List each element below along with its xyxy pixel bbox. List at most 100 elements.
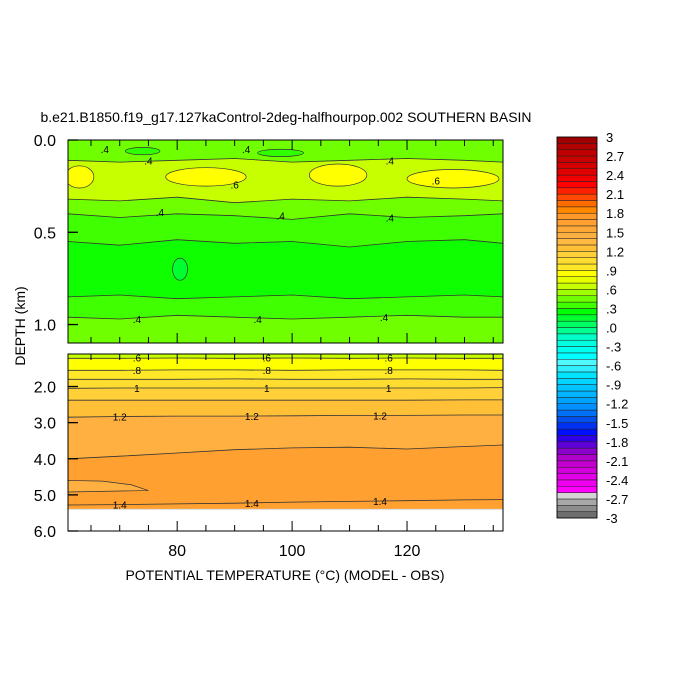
colorbar-box	[556, 232, 598, 239]
colorbar-box	[556, 346, 598, 354]
contour-label: .6	[263, 354, 272, 365]
colorbar-box	[556, 276, 598, 284]
contour-patch	[68, 165, 95, 189]
y-tick-label: 3.0	[34, 416, 56, 433]
colorbar-label: 2.4	[606, 168, 624, 183]
colorbar-box	[556, 251, 598, 258]
colorbar-label: .3	[606, 301, 617, 316]
x-axis-label: POTENTIAL TEMPERATURE (°C) (MODEL - OBS)	[125, 567, 444, 583]
colorbar-box	[556, 238, 598, 246]
colorbar-box	[556, 282, 598, 290]
colorbar-label: 3	[606, 130, 613, 145]
contour-label: 1.4	[113, 501, 127, 512]
colorbar-box	[556, 206, 598, 214]
colorbar-box	[556, 143, 598, 150]
x-tick-label: 120	[394, 543, 421, 560]
contour-label: .6	[384, 354, 393, 365]
contour-label: .4	[386, 214, 395, 225]
colorbar-label: -2.4	[606, 473, 628, 488]
colorbar-label: -.6	[606, 359, 621, 374]
colorbar-box	[556, 193, 598, 201]
colorbar-box	[556, 320, 598, 328]
contour-label: .8	[384, 366, 393, 377]
colorbar-box	[556, 397, 598, 404]
contour-band	[68, 445, 503, 510]
colorbar-box	[556, 473, 598, 481]
colorbar-label: 1.8	[606, 206, 624, 221]
contour-label: .4	[101, 145, 110, 156]
contour-line	[68, 444, 503, 460]
colorbar-box	[556, 295, 598, 303]
colorbar-box	[556, 308, 598, 316]
contour-band	[68, 499, 503, 510]
contour-label: .4	[386, 156, 395, 167]
colorbar-box	[556, 257, 598, 265]
y-tick-label: 1.0	[34, 318, 56, 335]
colorbar-box	[556, 314, 598, 322]
y-tick-label: 2.0	[34, 380, 56, 397]
colorbar-box	[556, 403, 598, 411]
contour-patch	[406, 169, 500, 189]
x-axis: 80 100 120	[168, 543, 420, 560]
colorbar-box	[556, 162, 598, 169]
contour-label: 1.2	[245, 412, 259, 423]
colorbar-label: -1.8	[606, 435, 628, 450]
colorbar-frame	[556, 136, 598, 519]
upper-panel: .4 .4 .4 .4 .6 .6 .4 .4 .4 .4 .4 .4 0.0 0.5 1.0	[34, 133, 504, 344]
contour-patch	[308, 163, 368, 187]
contour-patch	[172, 257, 188, 281]
colorbar-box	[556, 466, 598, 474]
colorbar-label: .6	[606, 282, 617, 297]
colorbar-box	[556, 359, 598, 366]
contour-label: .6	[133, 354, 142, 365]
colorbar-label: -3	[606, 511, 618, 526]
colorbar-box	[556, 352, 598, 360]
contour-label: 1.4	[245, 499, 259, 510]
colorbar-box	[556, 270, 598, 277]
colorbar-box	[556, 289, 598, 296]
colorbar-box	[556, 511, 598, 519]
colorbar-box	[556, 422, 598, 430]
y-axis-label: DEPTH (km)	[12, 286, 28, 365]
colorbar-label: .0	[606, 321, 617, 336]
x-tick-label: 80	[168, 543, 186, 560]
contour-label: .4	[156, 208, 165, 219]
colorbar-box	[556, 498, 598, 506]
contour-label: .4	[144, 156, 153, 167]
y-tick-label: 6.0	[34, 524, 56, 541]
colorbar-label: -2.1	[606, 454, 628, 469]
colorbar-box	[556, 136, 598, 144]
y-tick-label: 0.0	[34, 133, 56, 150]
colorbar-box	[556, 441, 598, 449]
colorbar-box	[556, 384, 598, 392]
colorbar-label: 1.2	[606, 244, 624, 259]
contour-label: .4	[380, 313, 389, 324]
panel-frame	[67, 353, 504, 532]
colorbar-box	[556, 378, 598, 385]
contour-patch	[257, 148, 304, 157]
contour-label: 1	[264, 384, 270, 395]
colorbar-box	[556, 479, 598, 487]
colorbar-box	[556, 174, 598, 182]
colorbar-box	[556, 505, 598, 512]
contour-label: 1	[386, 384, 392, 395]
y-tick-label: 0.5	[34, 225, 56, 242]
contour-label: 1.2	[373, 411, 387, 422]
colorbar-label: .9	[606, 263, 617, 278]
contour-line	[68, 196, 503, 204]
contour-label: .6	[230, 180, 239, 191]
colorbar-box	[556, 212, 598, 220]
contour-label: .8	[263, 366, 272, 377]
contour-line	[68, 213, 503, 220]
colorbar-box	[556, 301, 598, 309]
contour-label: .4	[133, 315, 142, 326]
contour-label: .4	[242, 145, 251, 156]
contour-line	[68, 499, 503, 506]
colorbar-box	[556, 428, 598, 436]
colorbar-box	[556, 339, 598, 347]
colorbar-box	[556, 460, 598, 468]
lower-panel: .6.6.6.8.8.81 1 11.2 1.2 1.21.4 1.4 1.42.03.04…	[34, 353, 504, 541]
colorbar-box	[556, 219, 598, 227]
contour-line	[68, 158, 503, 163]
